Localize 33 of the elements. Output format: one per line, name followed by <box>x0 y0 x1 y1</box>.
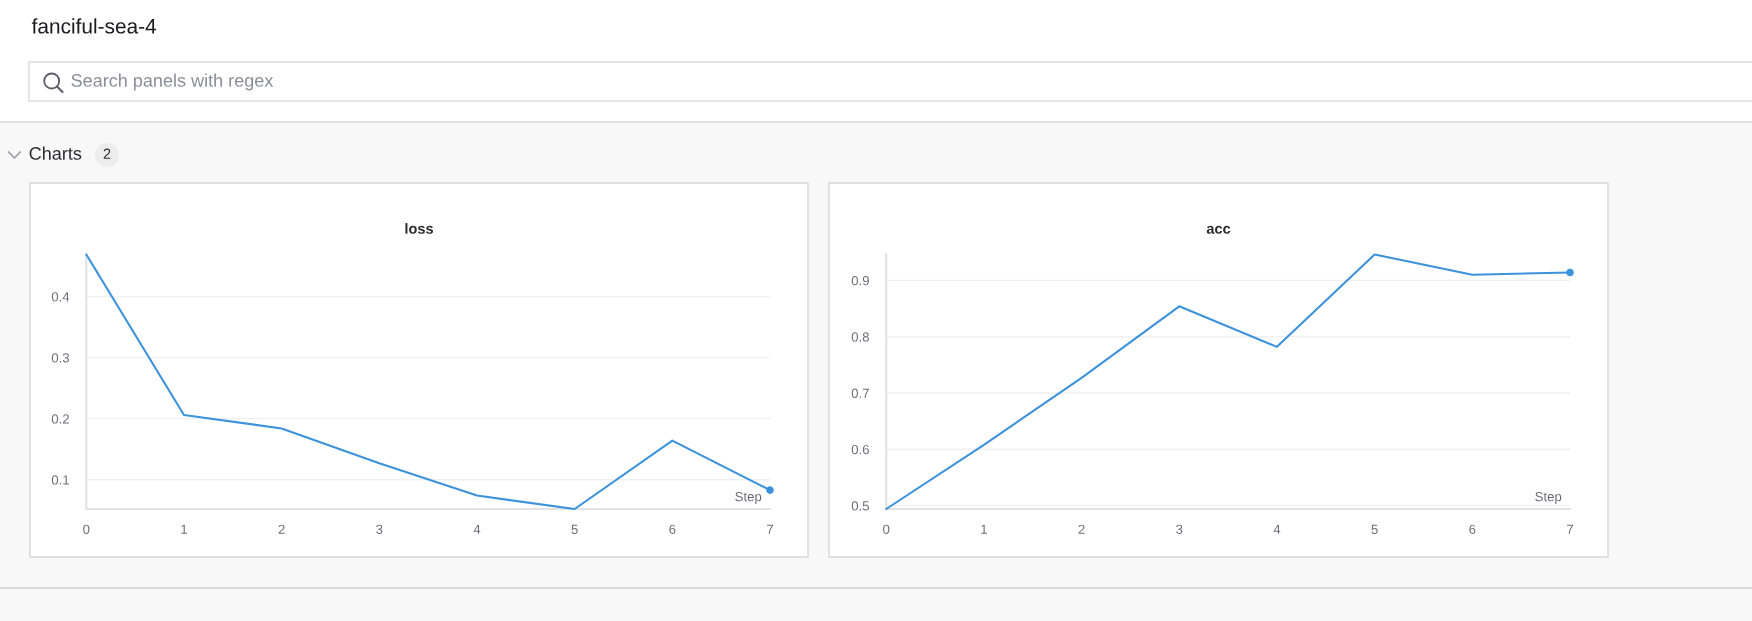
chart-title: acc <box>1206 225 1231 234</box>
x-tick-label: 2 <box>278 524 285 534</box>
y-tick-label: 0.4 <box>51 292 70 302</box>
x-tick-label: 3 <box>1176 524 1183 534</box>
y-tick-label: 0.1 <box>51 475 69 485</box>
y-tick-label: 0.7 <box>851 388 869 398</box>
x-tick-label: 3 <box>376 524 383 534</box>
x-tick-label: 4 <box>473 524 481 534</box>
x-tick-label: 1 <box>981 524 987 534</box>
y-tick-label: 0.5 <box>851 501 869 511</box>
y-tick-label: 0.9 <box>851 275 869 286</box>
x-tick-label: 6 <box>669 524 676 534</box>
x-tick-label: 5 <box>571 524 578 534</box>
x-tick-label: 5 <box>1371 524 1378 534</box>
x-tick-label: 7 <box>767 524 774 534</box>
text: 2 <box>103 148 111 159</box>
y-tick-label: 0.6 <box>851 444 869 455</box>
x-tick-label: 6 <box>1469 524 1476 534</box>
y-tick-label: 0.3 <box>51 353 70 363</box>
x-axis-title: Step <box>1535 491 1562 504</box>
x-tick-label: 7 <box>1567 524 1574 534</box>
x-axis-title: Step <box>735 491 762 504</box>
x-tick-label: 2 <box>1078 524 1085 534</box>
x-tick-label: 1 <box>181 524 187 534</box>
chart-title: loss <box>405 223 433 234</box>
y-tick-label: 0.8 <box>851 332 869 342</box>
x-tick-label: 0 <box>83 524 90 534</box>
text: Charts <box>29 146 82 160</box>
text: fanciful-sea-4 <box>31 18 157 34</box>
text: Search panels with regex <box>71 73 274 91</box>
x-tick-label: 4 <box>1273 524 1281 534</box>
y-tick-label: 0.2 <box>51 414 69 424</box>
x-tick-label: 0 <box>883 524 890 534</box>
